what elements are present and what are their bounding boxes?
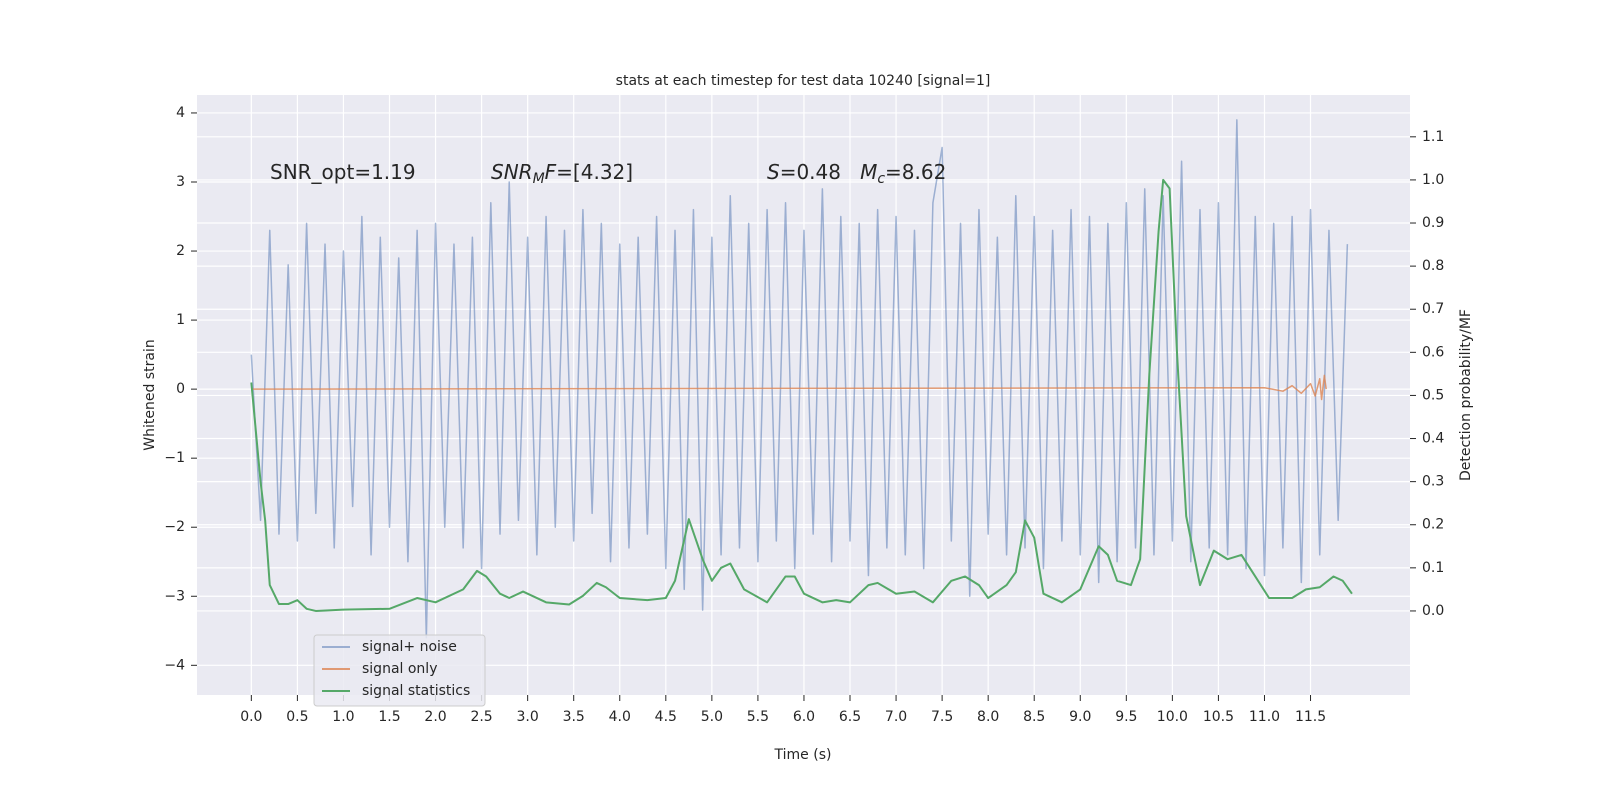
x-tick-label: 1.5 — [378, 709, 400, 725]
chart-title: stats at each timestep for test data 102… — [616, 73, 991, 89]
x-tick-label: 8.5 — [1023, 709, 1045, 725]
y2-tick-label: 0.5 — [1422, 387, 1444, 403]
y-tick-label: 4 — [176, 105, 185, 121]
x-tick-label: 4.5 — [655, 709, 677, 725]
x-tick-label: 5.5 — [747, 709, 769, 725]
y2-tick-label: 0.1 — [1422, 560, 1444, 576]
x-tick-label: 0.0 — [240, 709, 262, 725]
x-tick-label: 6.5 — [839, 709, 861, 725]
y2-tick-label: 0.8 — [1422, 258, 1444, 274]
annotation-part: SNR — [491, 160, 533, 184]
y-tick-label: 1 — [176, 312, 185, 328]
x-tick-label: 7.5 — [931, 709, 953, 725]
x-tick-label: 1.0 — [332, 709, 354, 725]
x-tick-label: 11.0 — [1249, 709, 1280, 725]
x-tick-label: 5.0 — [701, 709, 723, 725]
y-tick-label: 3 — [176, 174, 185, 190]
y2-tick-label: 0.6 — [1422, 344, 1444, 360]
legend-box — [313, 634, 486, 707]
y-tick-label: −2 — [164, 519, 185, 535]
x-tick-label: 4.0 — [609, 709, 631, 725]
annotation: S=0.48 Mc=8.62 — [767, 160, 946, 188]
x-tick-label: 10.0 — [1157, 709, 1188, 725]
annotation-part: =8.62 — [885, 160, 946, 184]
x-tick-label: 11.5 — [1295, 709, 1326, 725]
x-tick-label: 2.0 — [424, 709, 446, 725]
y-tick-label: −4 — [164, 657, 185, 673]
annotation-part: =0.48 — [780, 160, 860, 184]
legend-label: signal statistics — [362, 683, 470, 699]
legend-label: signal+ noise — [362, 639, 457, 655]
x-axis-label: Time (s) — [774, 747, 832, 763]
x-tick-label: 6.0 — [793, 709, 815, 725]
y-tick-label: −1 — [164, 450, 185, 466]
series-line — [250, 119, 1349, 639]
marks — [250, 119, 1353, 639]
x-tick-label: 7.0 — [885, 709, 907, 725]
x-tick-label: 0.5 — [286, 709, 308, 725]
y2-tick-label: 0.0 — [1422, 603, 1444, 619]
annotation-part: M — [860, 160, 877, 184]
y-tick-label: −3 — [164, 588, 185, 604]
y-tick-label: 0 — [176, 381, 185, 397]
annotation-part: M — [533, 171, 545, 187]
annotation-part: SNR_opt=1.19 — [270, 160, 416, 184]
y2-tick-label: 1.0 — [1422, 172, 1444, 188]
y2-axis-label: Detection probability/MF — [1458, 309, 1474, 481]
y2-tick-label: 0.2 — [1422, 517, 1444, 533]
annotation: SNRMF=[4.32] — [491, 160, 633, 188]
x-tick-label: 2.5 — [470, 709, 492, 725]
y-axis-label: Whitened strain — [142, 339, 158, 450]
annotation-part: =[4.32] — [556, 160, 633, 184]
x-tick-label: 3.5 — [563, 709, 585, 725]
x-tick-label: 8.0 — [977, 709, 999, 725]
y2-tick-label: 0.9 — [1422, 215, 1444, 231]
annotation: SNR_opt=1.19 — [270, 160, 416, 184]
series-line — [250, 178, 1353, 612]
legend-label: signal only — [362, 661, 437, 677]
series-line — [251, 374, 1327, 401]
y-tick-label: 2 — [176, 243, 185, 259]
y2-tick-label: 0.7 — [1422, 301, 1444, 317]
annotation-part: S — [767, 160, 780, 184]
y2-tick-label: 0.4 — [1422, 431, 1444, 447]
y2-tick-label: 1.1 — [1422, 129, 1444, 145]
y2-tick-label: 0.3 — [1422, 474, 1444, 490]
x-tick-label: 9.5 — [1115, 709, 1137, 725]
x-tick-label: 9.0 — [1069, 709, 1091, 725]
x-tick-label: 10.5 — [1203, 709, 1234, 725]
overlay: SNR_opt=1.19 SNRMF=[4.32] S=0.48 Mc=8.62si… — [270, 160, 946, 707]
annotation-part: c — [877, 171, 885, 187]
x-tick-label: 3.0 — [517, 709, 539, 725]
annotation-part: F — [545, 160, 557, 184]
